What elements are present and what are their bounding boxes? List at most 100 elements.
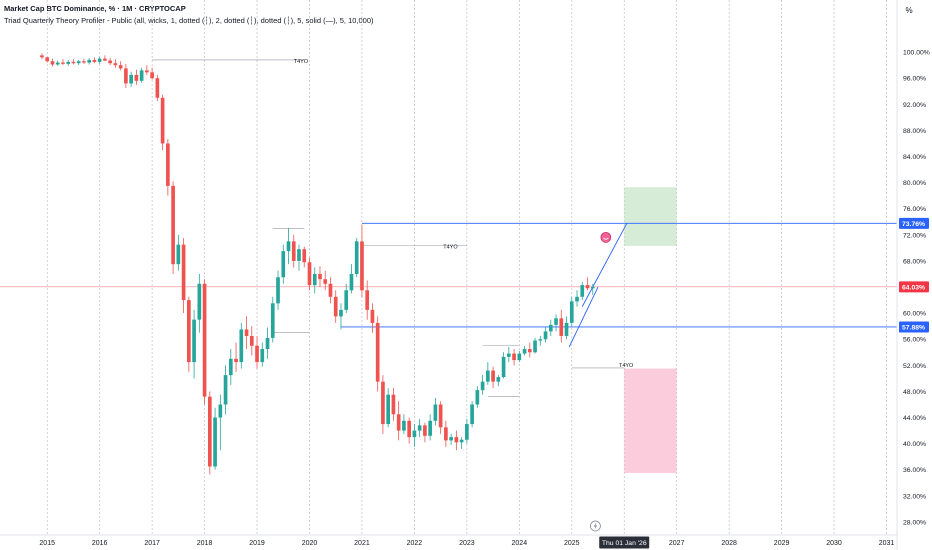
candle-body	[223, 375, 228, 405]
candle-body	[202, 283, 207, 397]
target-up-box	[624, 187, 677, 246]
x-tick-label: 2018	[197, 540, 213, 547]
candle-body	[291, 241, 296, 261]
candle-body	[575, 296, 579, 302]
chart-title: Market Cap BTC Dominance, % · 1M · CRYPT…	[4, 4, 186, 13]
candle-body	[108, 60, 112, 64]
y-tick-label: 36.00%	[903, 467, 926, 474]
candle-body	[228, 358, 233, 376]
candle-body	[192, 319, 196, 363]
candle-body	[533, 340, 537, 353]
candle-body	[585, 285, 590, 289]
candle-body	[522, 349, 527, 354]
candle-body	[512, 353, 516, 361]
candle-body	[234, 358, 238, 363]
trend-line-upper	[581, 223, 628, 307]
candle-body	[349, 273, 354, 291]
candle-body	[444, 427, 448, 441]
candle-body	[297, 249, 301, 261]
candle-body	[45, 57, 50, 62]
candle-body	[197, 283, 202, 320]
candle-body	[538, 339, 543, 341]
candle-body	[145, 70, 149, 73]
time-cursor-label: Thu 01 Jan '26	[602, 540, 647, 547]
candle-body	[496, 377, 501, 382]
trend-line-lower	[568, 286, 599, 348]
level-price-tag	[899, 217, 929, 229]
candle-body	[239, 329, 244, 363]
candle-body	[501, 356, 506, 378]
candle-body	[97, 58, 102, 62]
y-tick-label: 100.00%	[903, 50, 930, 57]
candle-body	[323, 279, 328, 284]
candle-body	[590, 286, 595, 289]
candle-body	[491, 370, 495, 382]
candle-body	[339, 309, 343, 317]
price-axis[interactable]: 100.00% 96.00% 92.00% 88.00% 84.00% 80.00% 76.…	[896, 0, 930, 550]
candle-body	[213, 417, 217, 467]
candle-body	[139, 70, 144, 81]
candle-body	[438, 404, 443, 428]
candle-body	[465, 424, 469, 440]
candle-body	[554, 318, 558, 325]
candle-body	[381, 381, 385, 425]
y-tick-label: 88.00%	[903, 128, 926, 135]
t4yo-annotation: T4YO	[619, 363, 634, 369]
candle-body	[433, 404, 438, 421]
x-tick-label: 2019	[249, 540, 265, 547]
candle-body	[449, 437, 453, 441]
x-tick-label: 2023	[459, 540, 475, 547]
x-tick-label: 2025	[564, 540, 580, 547]
candle-body	[176, 244, 181, 265]
x-tick-label: 2022	[407, 540, 423, 547]
emoji-smile	[603, 237, 609, 240]
x-tick-label: 2030	[826, 540, 842, 547]
candle-body	[187, 300, 191, 363]
candle-body	[66, 61, 71, 64]
current-price-label: 64.03%	[902, 284, 925, 291]
grid-lines	[46, 0, 887, 535]
candle-body	[218, 404, 223, 418]
candle-body	[113, 63, 118, 66]
candle-body	[417, 425, 422, 431]
candle-body	[480, 381, 485, 391]
lightning-glyph	[593, 522, 597, 530]
candle-body	[286, 241, 291, 252]
candle-body	[50, 61, 55, 65]
candle-body	[402, 420, 406, 431]
candle-body	[249, 335, 254, 346]
price-scale-unit[interactable]: %	[905, 6, 913, 15]
candle-body	[87, 59, 92, 63]
candle-body	[55, 62, 60, 65]
y-tick-label: 40.00%	[903, 441, 926, 448]
candle-body	[354, 241, 359, 274]
candle-body	[166, 143, 170, 186]
overlay: T4YO T4YO T4YO	[294, 59, 634, 532]
candle-body	[506, 353, 511, 357]
y-tick-label: 76.00%	[903, 206, 926, 213]
candle-body	[302, 249, 307, 263]
candle-body	[391, 394, 396, 415]
candle-body	[459, 439, 464, 443]
x-tick-label: 2027	[669, 540, 685, 547]
candle-body	[328, 283, 333, 297]
candle-body	[559, 318, 564, 336]
t4yo-annotation: T4YO	[443, 244, 458, 250]
y-tick-label: 72.00%	[903, 232, 926, 239]
candle-body	[92, 59, 97, 62]
candle-body	[527, 349, 532, 353]
candle-body	[40, 55, 44, 58]
y-tick-label: 92.00%	[903, 102, 926, 109]
y-tick-label: 52.00%	[903, 363, 926, 370]
indicator-legend[interactable]: Triad Quarterly Theory Profiler - Public…	[4, 16, 374, 25]
y-tick-label: 84.00%	[903, 154, 926, 161]
candle-body	[160, 97, 165, 144]
target-down-box	[624, 368, 677, 474]
candle-body	[517, 353, 522, 361]
time-axis[interactable]: 2015 2016 2017 2018 2019 2020 2021 2022 2023 2024…	[0, 534, 897, 549]
candle-body	[543, 331, 548, 340]
candle-body	[103, 58, 107, 61]
y-tick-label: 80.00%	[903, 180, 926, 187]
candle-body	[312, 273, 317, 286]
